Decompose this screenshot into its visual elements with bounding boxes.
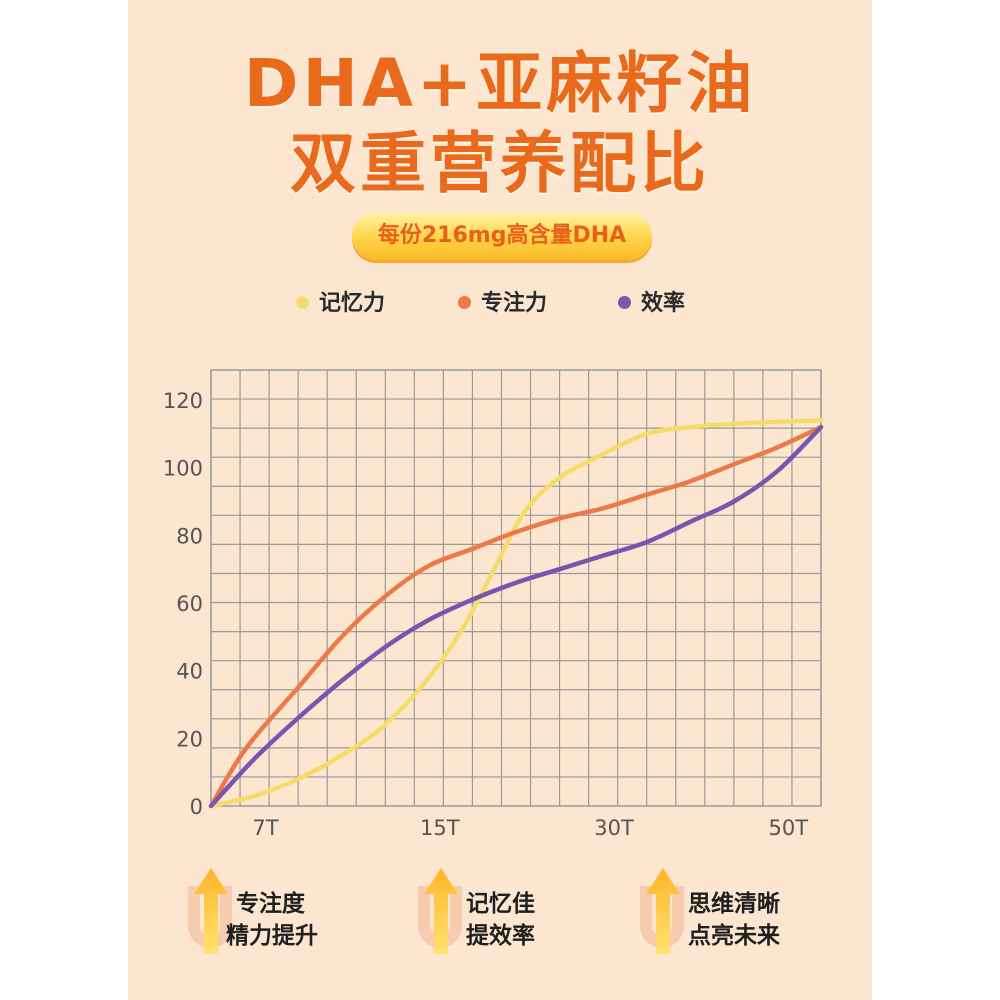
y-tick-label: 120: [163, 389, 203, 413]
up-arrow-icon: [424, 868, 458, 954]
feature-line-1: 记忆佳: [466, 891, 535, 917]
y-tick-label: 0: [190, 795, 203, 819]
legend-dot-memory: [296, 295, 309, 309]
feature-line-2: 点亮未来: [688, 923, 780, 949]
legend-label-memory: 记忆力: [319, 291, 386, 316]
x-axis-ticks: 7T 15T 30T 50T: [252, 816, 808, 840]
legend-item-efficiency: 效率: [618, 286, 685, 322]
legend-dot-efficiency: [618, 295, 631, 309]
y-tick-label: 100: [163, 457, 203, 481]
series-line-efficiency: [208, 424, 824, 809]
y-tick-label: 40: [176, 660, 203, 684]
x-tick-label: 50T: [769, 816, 809, 840]
y-tick-label: 80: [176, 524, 203, 548]
y-tick-label: 60: [176, 592, 203, 616]
chart-grid: [210, 369, 822, 807]
legend-item-focus: 专注力: [458, 286, 547, 322]
up-arrow-icon: [194, 868, 228, 954]
legend-item-memory: 记忆力: [296, 286, 385, 322]
series-line-focus: [208, 424, 824, 809]
chart-series: [208, 418, 824, 809]
grid-frame: [210, 369, 822, 807]
feature-text-memory: 记忆佳 提效率: [466, 888, 586, 952]
x-tick-label: 7T: [252, 816, 278, 840]
legend-dot-focus: [458, 295, 471, 309]
y-tick-label: 20: [176, 727, 203, 751]
feature-line-1: 思维清晰: [688, 891, 780, 917]
x-tick-label: 30T: [594, 816, 634, 840]
x-tick-label: 15T: [420, 816, 460, 840]
feature-deco-u: [418, 886, 462, 948]
dha-badge: 每份216mg高含量DHA: [352, 212, 652, 260]
series-line-memory: [208, 418, 824, 809]
feature-line-2: 提效率: [466, 923, 535, 949]
title-line-2: 双重营养配比: [290, 125, 710, 202]
up-arrow-icon: [646, 868, 680, 954]
y-axis-ticks: 0 20 40 60 80 100 120: [163, 389, 203, 819]
feature-text-focus: 专注度 精力提升: [226, 888, 356, 952]
background-panel: [128, 0, 872, 1000]
legend-label-efficiency: 效率: [641, 291, 686, 316]
legend-label-focus: 专注力: [481, 291, 548, 316]
title-line-1: DHA+亚麻籽油: [243, 45, 757, 122]
feature-text-thinking: 思维清晰 点亮未来: [688, 888, 818, 952]
feature-line-2: 精力提升: [226, 923, 318, 949]
feature-deco-u: [188, 886, 232, 948]
feature-line-1: 专注度: [236, 891, 305, 917]
